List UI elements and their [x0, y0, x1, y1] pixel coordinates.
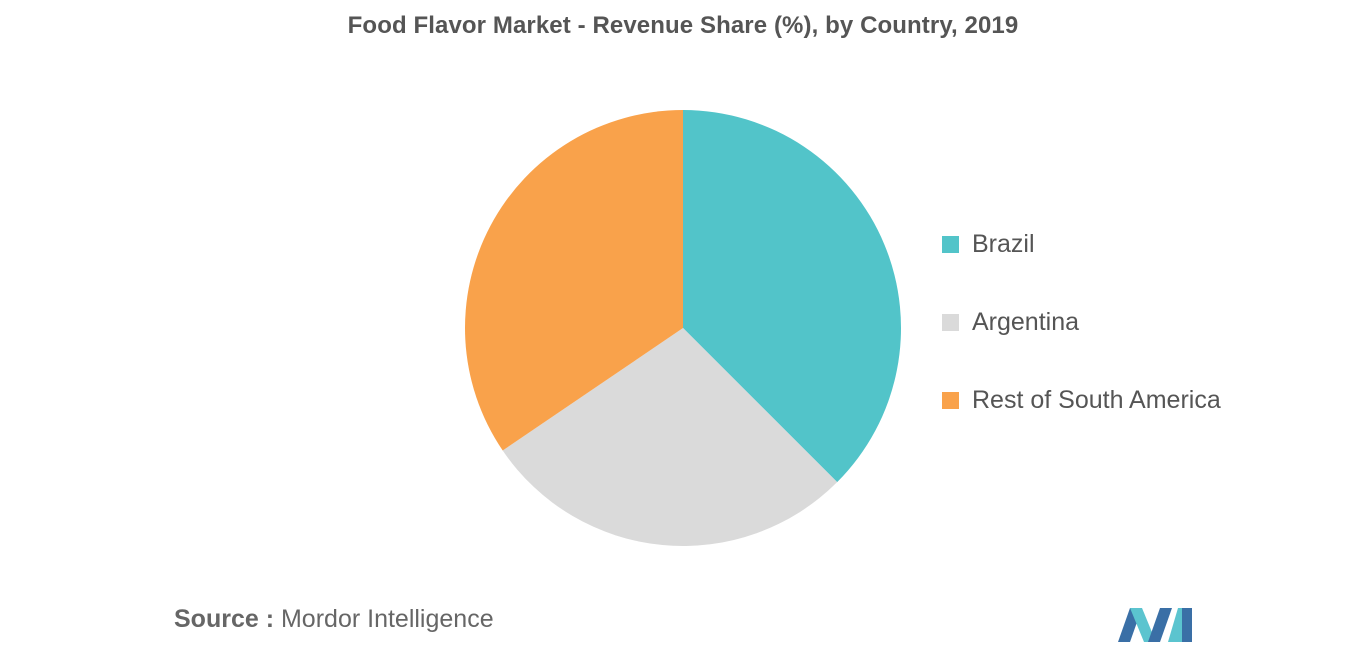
- legend-swatch: [942, 236, 959, 253]
- pie-slice-argentina: [502, 328, 838, 546]
- legend-item: Argentina: [942, 308, 1079, 337]
- logo-shape-middle-dark: [1148, 608, 1172, 642]
- source-text: Mordor Intelligence: [280, 605, 494, 633]
- pie-slice-rest-of-south-america: [465, 110, 683, 451]
- pie-slice-brazil: [683, 110, 902, 483]
- legend-swatch: [942, 392, 959, 409]
- logo-shape-left-light: [1130, 608, 1156, 642]
- source-prefix: Source :: [174, 605, 275, 633]
- source-note: Source : Mordor Intelligence: [174, 605, 494, 634]
- legend-swatch: [942, 314, 959, 331]
- legend-label: Brazil: [972, 230, 1035, 258]
- logo-shape-right-light: [1168, 608, 1182, 642]
- logo-shape-right-dark: [1182, 608, 1192, 642]
- legend-label: Argentina: [972, 308, 1080, 336]
- mordor-intelligence-logo: [1118, 608, 1192, 642]
- legend-item: Brazil: [942, 230, 1035, 259]
- chart-title: Food Flavor Market - Revenue Share (%), …: [347, 12, 1019, 39]
- legend-item: Rest of South America: [942, 386, 1221, 415]
- legend-label: Rest of South America: [972, 386, 1221, 414]
